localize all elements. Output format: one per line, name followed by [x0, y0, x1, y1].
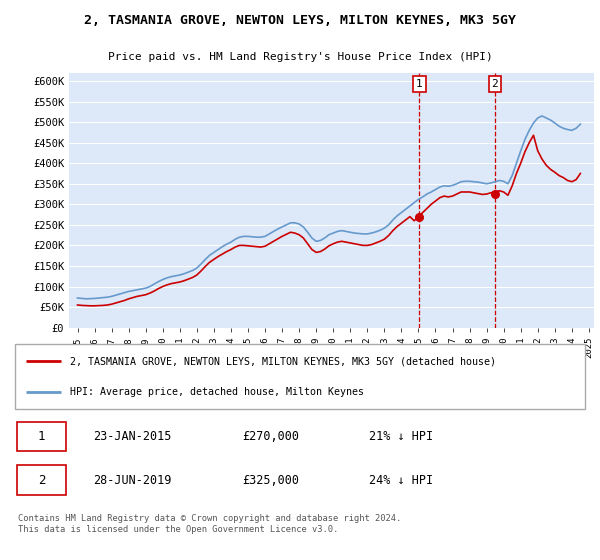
Text: Contains HM Land Registry data © Crown copyright and database right 2024.
This d: Contains HM Land Registry data © Crown c…	[18, 514, 401, 534]
Text: 1: 1	[38, 430, 45, 443]
Text: Price paid vs. HM Land Registry's House Price Index (HPI): Price paid vs. HM Land Registry's House …	[107, 52, 493, 62]
Text: 23-JAN-2015: 23-JAN-2015	[92, 430, 171, 443]
FancyBboxPatch shape	[15, 344, 585, 409]
Text: £270,000: £270,000	[242, 430, 299, 443]
Text: £325,000: £325,000	[242, 474, 299, 487]
Text: 28-JUN-2019: 28-JUN-2019	[92, 474, 171, 487]
Text: 24% ↓ HPI: 24% ↓ HPI	[369, 474, 433, 487]
Text: 1: 1	[416, 79, 423, 89]
Text: HPI: Average price, detached house, Milton Keynes: HPI: Average price, detached house, Milt…	[70, 387, 364, 397]
FancyBboxPatch shape	[17, 465, 65, 495]
FancyBboxPatch shape	[17, 422, 65, 451]
Text: 2: 2	[38, 474, 45, 487]
Text: 21% ↓ HPI: 21% ↓ HPI	[369, 430, 433, 443]
Text: 2, TASMANIA GROVE, NEWTON LEYS, MILTON KEYNES, MK3 5GY (detached house): 2, TASMANIA GROVE, NEWTON LEYS, MILTON K…	[70, 356, 496, 366]
Text: 2, TASMANIA GROVE, NEWTON LEYS, MILTON KEYNES, MK3 5GY: 2, TASMANIA GROVE, NEWTON LEYS, MILTON K…	[84, 14, 516, 27]
Text: 2: 2	[491, 79, 499, 89]
